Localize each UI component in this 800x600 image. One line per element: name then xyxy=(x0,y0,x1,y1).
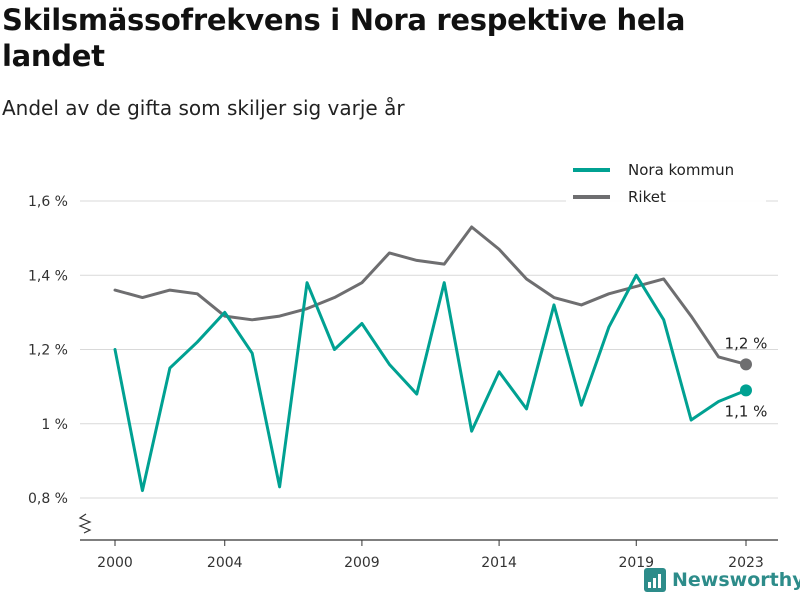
x-tick-label: 2009 xyxy=(344,555,380,571)
axis-break-icon xyxy=(78,513,92,534)
series-end-label-1: 1,2 % xyxy=(725,334,768,352)
y-tick-label: 1,6 % xyxy=(28,194,68,210)
x-tick-label: 2014 xyxy=(481,555,517,571)
y-tick-label: 1,4 % xyxy=(28,268,68,284)
brand-name: Newsworthy xyxy=(672,569,800,591)
brand-logo: Newsworthy xyxy=(644,568,800,592)
chart-title: Skilsmässofrekvens i Nora respektive hel… xyxy=(2,3,686,73)
x-tick-label: 2004 xyxy=(207,555,243,571)
x-tick-label: 2023 xyxy=(728,555,764,571)
x-tick-label: 2019 xyxy=(618,555,654,571)
series-line-0 xyxy=(113,273,748,493)
series-end-label-0: 1,1 % xyxy=(725,402,768,420)
y-tick-label: 1,2 % xyxy=(28,343,68,359)
y-tick-label: 0,8 % xyxy=(28,491,68,507)
chart-subtitle: Andel av de gifta som skiljer sig varje … xyxy=(2,96,405,120)
legend-label-1: Riket xyxy=(628,188,666,206)
series-end-point-1 xyxy=(740,358,752,371)
bar-chart-logo-icon xyxy=(644,568,666,592)
legend-label-0: Nora kommun xyxy=(628,161,734,179)
y-tick-label: 1 % xyxy=(41,417,68,433)
series-end-point-0 xyxy=(740,384,752,397)
x-tick-label: 2000 xyxy=(97,555,133,571)
